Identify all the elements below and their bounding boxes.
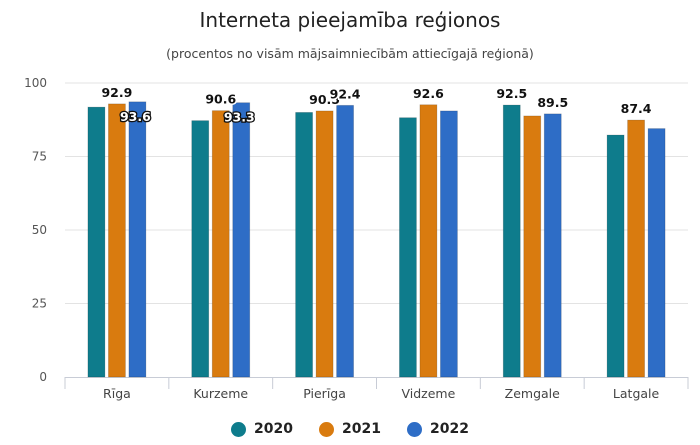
y-tick-label: 75: [32, 150, 47, 164]
bar-2021[interactable]: [211, 110, 230, 378]
data-label: 89.5: [537, 95, 568, 110]
x-category-label: Vidzeme: [402, 386, 456, 401]
bar-2021[interactable]: [108, 103, 126, 378]
data-label: 92.4: [330, 86, 361, 101]
bar-2021[interactable]: [419, 104, 438, 378]
bar-2021[interactable]: [627, 119, 645, 378]
x-category-label: Latgale: [613, 386, 660, 401]
legend-label: 2021: [342, 421, 381, 437]
x-category-label: Kurzeme: [193, 386, 248, 401]
legend-item-2022[interactable]: 2022: [406, 421, 469, 437]
legend: 2020 2021 2022: [0, 421, 700, 437]
data-labels: 92.9 93.6 90.6 93.3 90.592.4 92.6 92.5 89.5 87.4: [100, 83, 653, 126]
y-tick-label: 25: [32, 297, 47, 311]
data-label: 92.6: [413, 86, 444, 101]
data-label: 90.6: [205, 92, 236, 107]
x-category-label: Pierīga: [303, 386, 346, 401]
data-label: 87.4: [621, 101, 652, 116]
bar-2021[interactable]: [315, 110, 334, 378]
data-label: 93.6: [120, 109, 151, 124]
bar-2022[interactable]: [232, 102, 251, 378]
y-tick-label: 100: [24, 76, 47, 90]
bar-2022[interactable]: [336, 104, 354, 378]
data-label: 90.5: [309, 92, 340, 107]
data-label: 92.5: [496, 86, 527, 101]
legend-item-2021[interactable]: 2021: [319, 421, 381, 437]
x-axis-category-labels: Rīga Kurzeme Pierīga Vidzeme Zemgale Latgale: [103, 386, 659, 401]
chart-subtitle: (procentos no visām mājsaimniecībām atti…: [166, 46, 534, 61]
x-category-label: Zemgale: [505, 386, 560, 401]
bar-2022[interactable]: [128, 101, 147, 378]
bar-2021[interactable]: [523, 115, 542, 378]
bar-2022[interactable]: [647, 128, 666, 378]
legend-item-2020[interactable]: 2020: [231, 421, 293, 437]
bar-2020[interactable]: [399, 117, 417, 378]
bar-2022[interactable]: [440, 110, 458, 378]
y-tick-label: 0: [39, 370, 47, 384]
bar-2020[interactable]: [191, 120, 210, 378]
y-tick-label: 50: [32, 223, 47, 237]
data-label: 93.3: [224, 110, 255, 125]
bar-2020[interactable]: [87, 106, 106, 378]
bars: [87, 101, 666, 378]
legend-marker-icon: [231, 421, 247, 437]
gridlines: [65, 82, 688, 304]
x-axis: [64, 377, 689, 389]
data-label: 92.9: [101, 85, 132, 100]
legend-marker-icon: [319, 421, 335, 437]
y-axis-ticks: 0 25 50 75 100: [24, 76, 47, 384]
bar-2020[interactable]: [502, 104, 521, 378]
bar-2022[interactable]: [543, 113, 562, 378]
legend-label: 2022: [429, 421, 469, 437]
bar-2020[interactable]: [295, 112, 313, 378]
chart-title: Interneta pieejamība reģionos: [199, 8, 501, 32]
legend-marker-icon: [406, 421, 422, 437]
bar-2020[interactable]: [606, 134, 625, 378]
legend-label: 2020: [254, 421, 294, 437]
x-category-label: Rīga: [103, 386, 131, 401]
